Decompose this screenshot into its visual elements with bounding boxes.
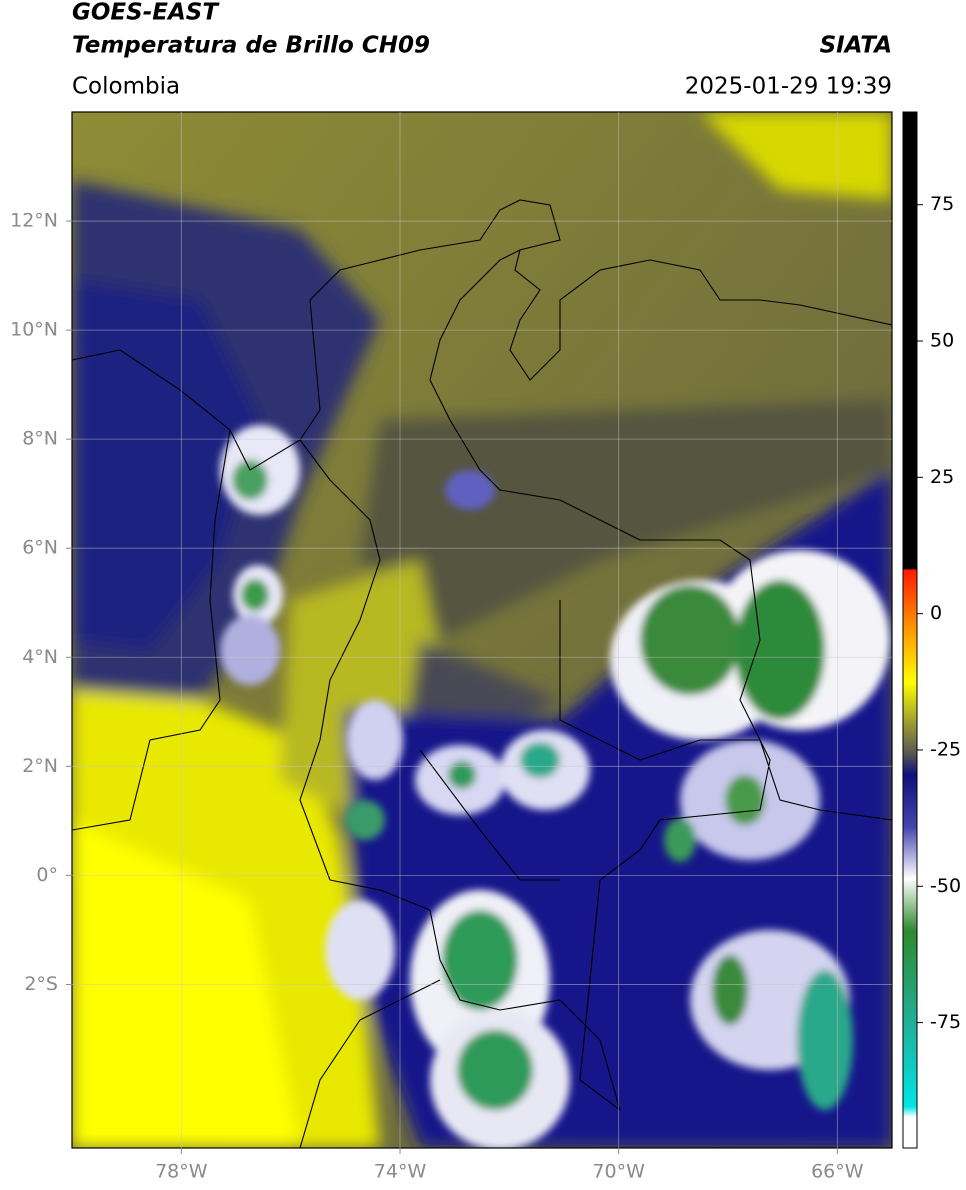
colorbar-tick-label: -25 [930, 738, 961, 760]
colorbar-tick-label: 25 [930, 466, 954, 488]
colorbar-tick-label: 75 [930, 193, 954, 215]
title: GOES-EAST [72, 0, 220, 26]
y-tick-label: 2°S [24, 973, 58, 995]
datetime: 2025-01-29 19:39 [685, 74, 892, 100]
x-tick-label: 78°W [155, 1161, 208, 1183]
y-tick-label: 2°N [22, 755, 58, 777]
colorbar-tick-label: 50 [930, 330, 954, 352]
satellite-image [72, 112, 892, 1148]
y-tick-label: 6°N [22, 537, 58, 559]
y-tick-label: 0° [36, 864, 58, 886]
x-tick-label: 74°W [374, 1161, 427, 1183]
y-tick-label: 4°N [22, 646, 58, 668]
y-tick-label: 10°N [10, 319, 58, 341]
colorbar-tick-label: 0 [930, 602, 942, 624]
source: SIATA [820, 33, 892, 59]
colorbar-tick-label: -75 [930, 1011, 961, 1033]
colorbar [902, 111, 918, 1149]
subtitle: Temperatura de Brillo CH09 [72, 33, 430, 59]
y-tick-label: 12°N [10, 210, 58, 232]
x-tick-label: 66°W [811, 1161, 864, 1183]
region: Colombia [72, 74, 180, 100]
colorbar-tick-label: -50 [930, 875, 961, 897]
map-frame [71, 111, 893, 1149]
x-tick-label: 70°W [592, 1161, 645, 1183]
borders [72, 199, 892, 1148]
y-tick-label: 8°N [22, 428, 58, 450]
